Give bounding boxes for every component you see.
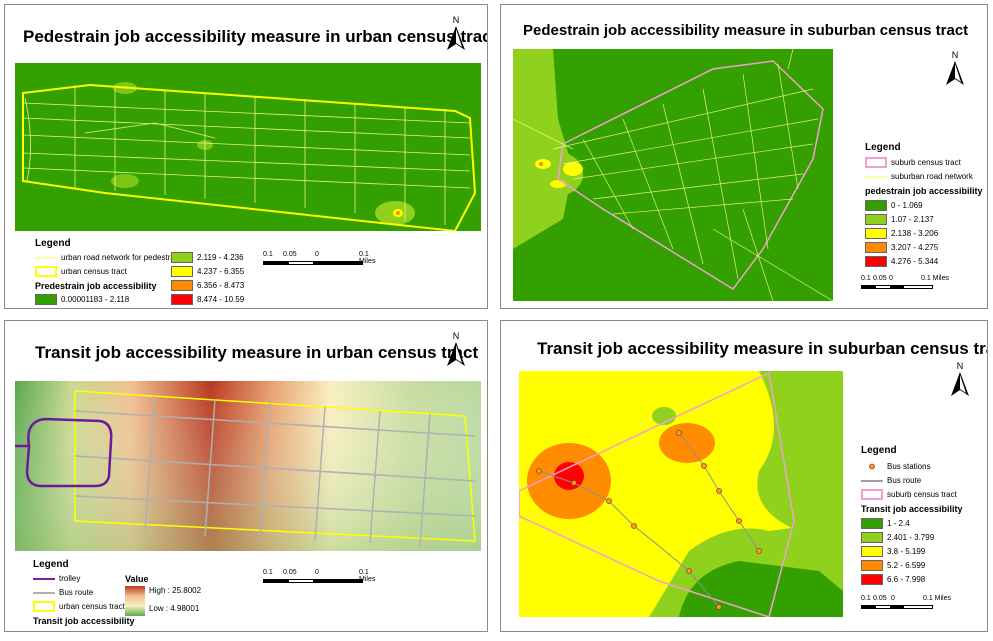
legend-class-1: 1 - 2.4: [861, 518, 910, 529]
value-ramp: [125, 586, 145, 616]
class-swatch: [35, 294, 57, 305]
class-swatch: [865, 256, 887, 267]
legend-title: Legend: [35, 238, 71, 249]
class-swatch: [171, 266, 193, 277]
panel-ped-urban: Pedestrain job accessibility measure in …: [4, 4, 488, 309]
trolley-line-icon: [33, 573, 55, 584]
legend-class-3: 2.138 - 3.206: [865, 228, 938, 239]
panel-transit-suburban: Transit job accessibility measure in sub…: [500, 320, 988, 632]
legend-item-trolley: trolley: [33, 573, 80, 584]
class-title: Transit job accessibility: [861, 504, 963, 514]
panel-transit-urban: Transit job accessibility measure in urb…: [4, 320, 488, 632]
map-ped-suburban: [513, 49, 833, 301]
legend-class-5: 6.6 - 7.998: [861, 574, 925, 585]
legend-item-tract: urban census tract: [33, 601, 125, 612]
map-transit-urban: [15, 381, 481, 551]
value-title: Value: [125, 574, 149, 584]
panel-title: Pedestrain job accessibility measure in …: [23, 27, 488, 46]
panel-ped-suburban: Pedestrain job accessibility measure in …: [500, 4, 988, 309]
north-label: N: [452, 15, 460, 25]
legend-item-bus-route: Bus route: [33, 587, 93, 598]
legend-class-4: 3.207 - 4.275: [865, 242, 938, 253]
road-line-icon: [865, 171, 887, 182]
north-arrow-icon: N: [445, 331, 467, 367]
north-arrow-icon: N: [949, 361, 971, 397]
legend-class-5: 4.276 - 5.344: [865, 256, 938, 267]
legend-class-1: 0 - 1.069: [865, 200, 923, 211]
legend-class-4: 6.356 - 8.473: [171, 280, 244, 291]
class-swatch: [865, 242, 887, 253]
north-arrow-icon: N: [944, 50, 966, 86]
tract-outline-icon: [865, 157, 887, 168]
north-arrow-icon: N: [445, 15, 467, 51]
class-title: Predestrain job accessibility: [35, 281, 157, 291]
class-swatch: [865, 200, 887, 211]
tract-outline-icon: [861, 489, 883, 500]
bus-station-point-icon: [861, 461, 883, 472]
class-swatch: [171, 252, 193, 263]
legend-item-bus-route: Bus route: [861, 475, 921, 486]
class-swatch: [861, 532, 883, 543]
legend-class-2: 2.401 - 3.799: [861, 532, 934, 543]
bus-route-line-icon: [33, 587, 55, 598]
north-label: N: [951, 50, 959, 60]
scale-bar: 0.1 0.05 0 0.1 Miles: [263, 251, 376, 265]
panel-title: Transit job accessibility measure in urb…: [35, 343, 479, 362]
class-swatch: [865, 214, 887, 225]
scale-bar: 0.1 0.05 0 0.1 Miles: [263, 569, 376, 583]
panel-title: Pedestrain job accessibility measure in …: [523, 22, 969, 39]
legend-class-2: 2.119 - 4.236: [171, 252, 244, 263]
legend-title: Legend: [33, 559, 69, 570]
scale-bar: 0.1 0.05 0 0.1 Miles: [861, 595, 971, 609]
legend-item-tract: suburb census tract: [861, 489, 957, 500]
class-swatch: [171, 280, 193, 291]
tract-outline-icon: [35, 266, 57, 277]
value-high: High : 25.8002: [149, 586, 202, 595]
north-label: N: [452, 331, 460, 341]
class-swatch: [861, 560, 883, 571]
legend-item-bus-stations: Bus stations: [861, 461, 931, 472]
legend-class-4: 5.2 - 6.599: [861, 560, 925, 571]
legend-item-road: suburban road network: [865, 171, 973, 182]
legend-item-tract: suburb census tract: [865, 157, 961, 168]
bus-route-line-icon: [861, 475, 883, 486]
panel-title: Transit job accessibility measure in sub…: [537, 339, 988, 358]
class-swatch: [171, 294, 193, 305]
class-swatch: [861, 518, 883, 529]
legend-class-2: 1.07 - 2.137: [865, 214, 934, 225]
class-title: pedestrain job accessibility: [865, 186, 983, 196]
legend-class-3: 3.8 - 5.199: [861, 546, 925, 557]
legend-class-1: 0.00001183 - 2.118: [35, 294, 129, 305]
legend-class-3: 4.237 - 6.355: [171, 266, 244, 277]
legend-title: Legend: [861, 445, 897, 456]
tract-outline-icon: [33, 601, 55, 612]
class-swatch: [861, 546, 883, 557]
scale-bar: 0.1 0.05 0 0.1 Miles: [861, 275, 971, 289]
legend-item-tract: urban census tract: [35, 266, 127, 277]
map-transit-suburban: [519, 371, 843, 617]
map-ped-urban: [15, 63, 481, 231]
class-swatch: [861, 574, 883, 585]
value-low: Low : 4.98001: [149, 604, 200, 613]
legend-item-road: urban road network for pedestrain: [35, 252, 181, 263]
road-line-icon: [35, 252, 57, 263]
legend-title: Legend: [865, 142, 901, 153]
class-title: Transit job accessibility: [33, 616, 135, 626]
north-label: N: [956, 361, 964, 371]
legend-class-5: 8.474 - 10.59: [171, 294, 244, 305]
class-swatch: [865, 228, 887, 239]
